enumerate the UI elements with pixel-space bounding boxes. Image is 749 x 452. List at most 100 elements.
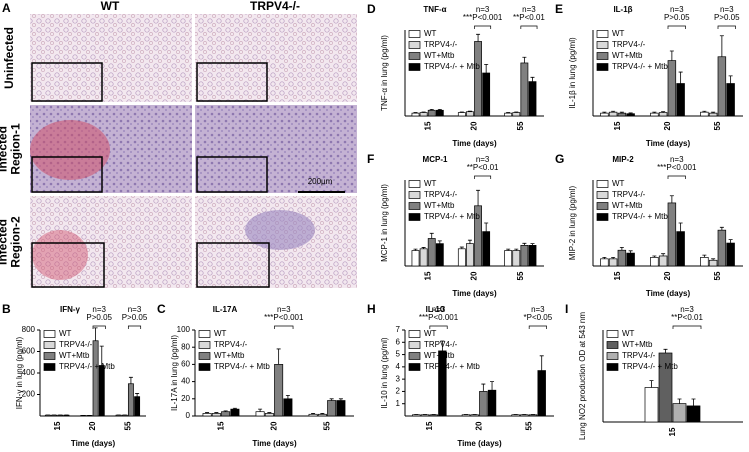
x-tick-label: 15: [613, 271, 622, 280]
x-tick-label: 15: [53, 421, 62, 430]
x-tick-label: 15: [613, 121, 622, 130]
error-bar: [476, 189, 481, 206]
error-bar: [467, 239, 472, 244]
bar: [667, 202, 677, 267]
y-tick-label: 40: [181, 377, 190, 386]
row-label: Region-2: [9, 216, 23, 268]
legend-label: TRPV4-/-: [612, 40, 646, 49]
legend-swatch: [408, 30, 421, 38]
y-axis-label: IFN-γ in lung (pg/ml): [15, 336, 24, 409]
stain: [245, 210, 315, 250]
error-bar: [276, 348, 281, 365]
legend-label: TRPV4-/-: [622, 351, 656, 360]
x-tick-label: 15: [217, 421, 226, 430]
inset: [196, 242, 270, 288]
legend-swatch: [43, 363, 56, 371]
annotation: P>0.05: [122, 313, 148, 322]
error-bar: [602, 257, 607, 259]
bar: [617, 112, 627, 117]
bar: [230, 408, 240, 417]
error-bar: [728, 75, 733, 84]
error-bar: [669, 195, 674, 203]
error-bar: [484, 222, 489, 232]
bar: [528, 245, 537, 267]
bar: [600, 112, 609, 117]
annotation: n=3: [670, 5, 684, 14]
error-bar: [459, 111, 464, 113]
legend-swatch: [408, 330, 421, 338]
bar: [617, 249, 627, 267]
error-bar: [437, 240, 442, 244]
error-bar: [522, 56, 527, 63]
x-tick-label: 15: [423, 121, 432, 130]
bar: [438, 350, 447, 417]
bar: [650, 257, 659, 267]
annotation: **P<0.01: [513, 13, 545, 22]
x-tick-label: 55: [524, 421, 533, 430]
bar: [466, 111, 474, 117]
y-tick-label: 80: [181, 342, 190, 351]
bar: [211, 413, 221, 417]
bar: [327, 400, 337, 417]
legend-swatch: [198, 330, 211, 338]
error-bar: [677, 398, 682, 404]
bar: [134, 396, 141, 417]
panel-letter: G: [555, 152, 564, 166]
bar: [92, 340, 99, 417]
inset: [31, 156, 103, 193]
bar: [608, 258, 618, 267]
annotation: n=3: [128, 305, 142, 314]
error-bar: [440, 340, 445, 351]
error-bar: [702, 110, 707, 113]
y-axis-label: TNF-α in lung (pg/ml): [380, 35, 389, 111]
error-bar: [267, 412, 272, 414]
bar: [658, 255, 668, 267]
x-tick-label: 20: [470, 271, 479, 280]
bar: [317, 413, 327, 417]
bar: [717, 56, 727, 117]
legend-swatch: [596, 180, 609, 188]
column-label: WT: [101, 0, 120, 13]
x-tick-label: 55: [516, 121, 525, 130]
error-bar: [678, 222, 683, 232]
legend-swatch: [596, 213, 609, 221]
row-label: Infected: [0, 219, 10, 265]
bar: [600, 258, 609, 267]
chart-title: IL-1β: [613, 5, 632, 14]
x-tick-label: 20: [663, 121, 672, 130]
annotation: n=3: [476, 155, 490, 164]
legend-swatch: [606, 352, 619, 360]
bar: [482, 72, 491, 117]
y-tick-label: 20: [181, 394, 190, 403]
annotation: P>0.05: [86, 313, 112, 322]
y-tick-label: 7: [396, 325, 401, 334]
error-bar: [205, 412, 210, 414]
error-bar: [728, 239, 733, 244]
bar: [676, 231, 685, 267]
error-bar: [652, 111, 657, 114]
y-tick-label: 60: [181, 360, 190, 369]
bar: [700, 257, 709, 267]
bar: [411, 112, 420, 117]
error-bar: [711, 258, 716, 261]
error-bar: [619, 111, 624, 114]
bar: [658, 112, 668, 117]
error-bar: [484, 64, 489, 73]
error-bar: [661, 253, 666, 256]
chart-title: IL-17A: [213, 305, 238, 314]
annotation: n=3: [277, 305, 291, 314]
x-tick-label: 20: [88, 421, 97, 430]
bar: [457, 112, 466, 117]
annotation: P>0.05: [714, 13, 740, 22]
y-tick-label: 800: [22, 325, 36, 334]
legend-swatch: [43, 341, 56, 349]
bar: [435, 243, 444, 267]
error-bar: [476, 33, 481, 42]
histology-images: [30, 14, 357, 288]
y-axis-label: IL-17A in lung (pg/ml): [170, 335, 179, 411]
error-bar: [719, 226, 724, 231]
bar: [520, 245, 529, 267]
legend-label: WT: [59, 329, 72, 338]
bar: [479, 391, 488, 417]
error-bar: [429, 232, 434, 239]
